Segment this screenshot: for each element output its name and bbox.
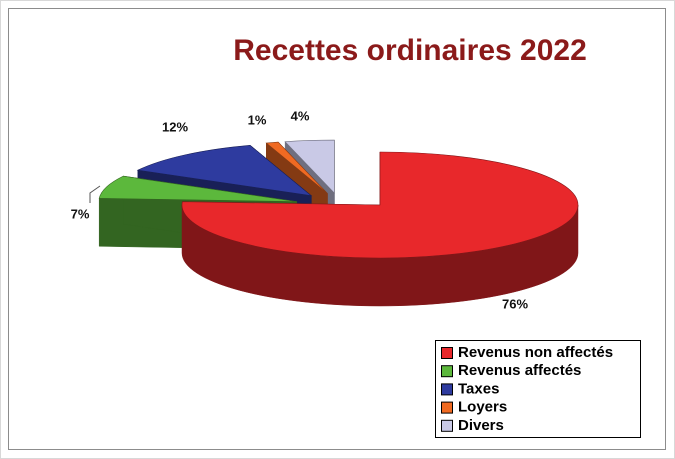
legend-label: Revenus affectés: [458, 362, 581, 379]
data-label: 7%: [71, 206, 90, 221]
data-label: 4%: [291, 108, 310, 123]
legend-label: Loyers: [458, 399, 507, 416]
leader-line: [89, 185, 101, 203]
legend-box: [435, 340, 641, 438]
slice: [181, 151, 579, 259]
legend-swatch: [441, 401, 453, 414]
legend-label: Taxes: [458, 380, 499, 397]
data-label: 76%: [502, 296, 528, 311]
slice: [98, 175, 297, 202]
slice: [284, 139, 335, 194]
legend-label: Divers: [458, 417, 504, 434]
slice: [136, 145, 313, 197]
legend-swatch: [441, 383, 453, 396]
data-label: 1%: [248, 112, 267, 127]
pie: 76% 7% 12% 1% 4%: [71, 108, 579, 311]
legend-label: Revenus non affectés: [458, 344, 613, 361]
legend-swatch: [441, 347, 453, 359]
legend-swatch: [441, 419, 453, 432]
slice: [265, 141, 328, 194]
legend-swatch: [441, 365, 453, 378]
chart-title: Recettes ordinaires 2022: [233, 34, 587, 67]
data-label: 12%: [162, 119, 188, 134]
